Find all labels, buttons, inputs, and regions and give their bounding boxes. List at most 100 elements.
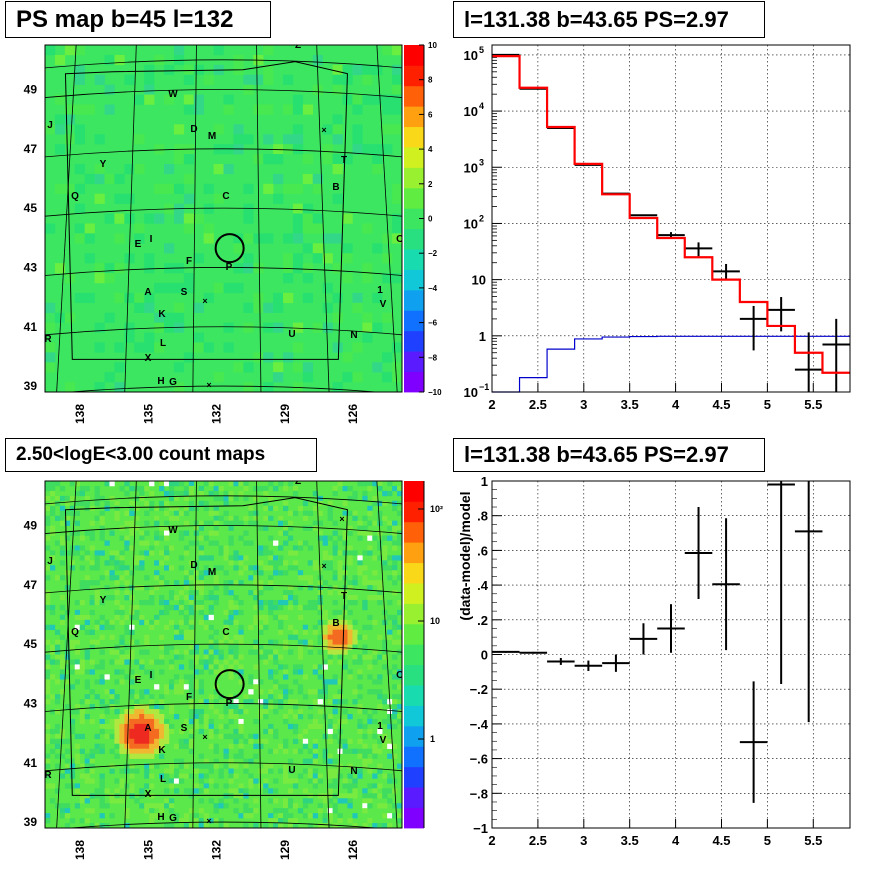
map-pixel — [357, 674, 363, 680]
map-pixel — [154, 575, 160, 581]
map-pixel — [154, 520, 160, 526]
map-pixel — [347, 788, 353, 794]
map-pixel — [312, 778, 319, 784]
map-pixel — [392, 699, 398, 705]
map-pixel — [154, 713, 160, 720]
map-pixel — [183, 684, 190, 690]
map-pixel — [149, 704, 155, 710]
longitude-line — [376, 481, 398, 828]
map-pixel — [278, 570, 284, 576]
map-pixel — [263, 233, 274, 244]
map-pixel — [84, 679, 90, 685]
map-pixel — [238, 748, 244, 754]
map-pixel — [352, 768, 358, 774]
map-pixel — [352, 580, 358, 586]
map-pixel — [149, 793, 155, 799]
map-pixel — [74, 490, 81, 497]
colorbar-tick-label: −2 — [428, 249, 438, 258]
map-pixel — [268, 669, 274, 675]
map-pixel — [392, 619, 398, 626]
map-pixel — [94, 748, 100, 754]
map-pixel — [154, 213, 165, 224]
map-pixel — [188, 728, 195, 735]
map-pixel — [357, 520, 363, 526]
source-label-g: G — [169, 813, 177, 824]
map-pixel — [372, 535, 378, 541]
spectrum-ytick-label: 10 — [464, 48, 478, 63]
map-pixel — [168, 490, 175, 497]
map-pixel — [188, 595, 195, 601]
map-pixel — [332, 679, 338, 685]
map-pixel — [233, 555, 239, 561]
map-pixel — [297, 654, 304, 660]
map-pixel — [109, 699, 115, 705]
map-pixel — [307, 798, 314, 804]
map-pixel — [99, 599, 105, 606]
map-pixel — [367, 783, 373, 789]
map-pixel — [54, 515, 61, 521]
map-pixel — [342, 783, 348, 789]
map-pixel — [327, 753, 333, 759]
map-pixel — [139, 723, 145, 730]
map-pixel — [104, 213, 115, 224]
colorbar-cell — [404, 685, 424, 706]
map-pixel — [392, 525, 398, 531]
map-pixel — [213, 629, 219, 635]
map-pixel — [144, 510, 150, 516]
map-pixel — [114, 510, 120, 516]
source-label-k: K — [158, 745, 166, 756]
map-pixel — [253, 263, 264, 274]
map-pixel — [54, 699, 61, 705]
map-pixel — [144, 94, 155, 105]
map-pixel — [248, 733, 254, 740]
map-pixel — [208, 624, 214, 631]
map-pixel — [159, 808, 165, 814]
map-pixel — [332, 550, 338, 556]
map-pixel — [332, 64, 343, 76]
map-pixel — [203, 223, 214, 234]
map-pixel — [253, 733, 259, 740]
map-pixel — [69, 644, 76, 650]
map-pixel — [208, 614, 214, 621]
map-pixel — [119, 659, 125, 665]
map-pixel — [149, 709, 155, 715]
map-pixel — [283, 808, 289, 814]
map-pixel — [94, 163, 105, 175]
map-pixel — [99, 515, 105, 521]
map-pixel — [99, 679, 105, 685]
map-pixel — [79, 793, 85, 799]
map-pixel — [228, 733, 234, 740]
map-pixel — [99, 748, 105, 754]
map-pixel — [253, 292, 264, 304]
map-pixel — [84, 580, 90, 586]
map-pixel — [164, 64, 175, 76]
map-pixel — [173, 689, 180, 695]
map-pixel — [139, 485, 145, 492]
map-pixel — [243, 302, 254, 313]
map-pixel — [159, 525, 165, 531]
map-pixel — [149, 713, 155, 720]
map-pixel — [54, 114, 66, 125]
map-pixel — [287, 634, 294, 640]
map-pixel — [263, 619, 269, 626]
map-pixel — [248, 674, 254, 680]
map-pixel — [109, 723, 115, 730]
map-pixel — [312, 54, 323, 66]
map-pixel — [168, 778, 175, 784]
map-pixel — [302, 213, 314, 224]
map-pixel — [193, 684, 200, 690]
map-pixel — [263, 565, 269, 571]
map-pixel — [49, 728, 56, 735]
map-pixel — [45, 45, 56, 56]
map-pixel — [382, 565, 388, 571]
map-pixel — [322, 644, 328, 650]
map-pixel — [109, 560, 115, 566]
lon-tick-label: 138 — [73, 404, 87, 424]
map-pixel — [188, 540, 195, 546]
map-pixel — [74, 733, 81, 740]
map-pixel — [238, 679, 244, 685]
map-pixel — [183, 743, 190, 749]
map-pixel — [134, 609, 140, 616]
map-pixel — [168, 604, 175, 611]
map-pixel — [144, 763, 150, 769]
